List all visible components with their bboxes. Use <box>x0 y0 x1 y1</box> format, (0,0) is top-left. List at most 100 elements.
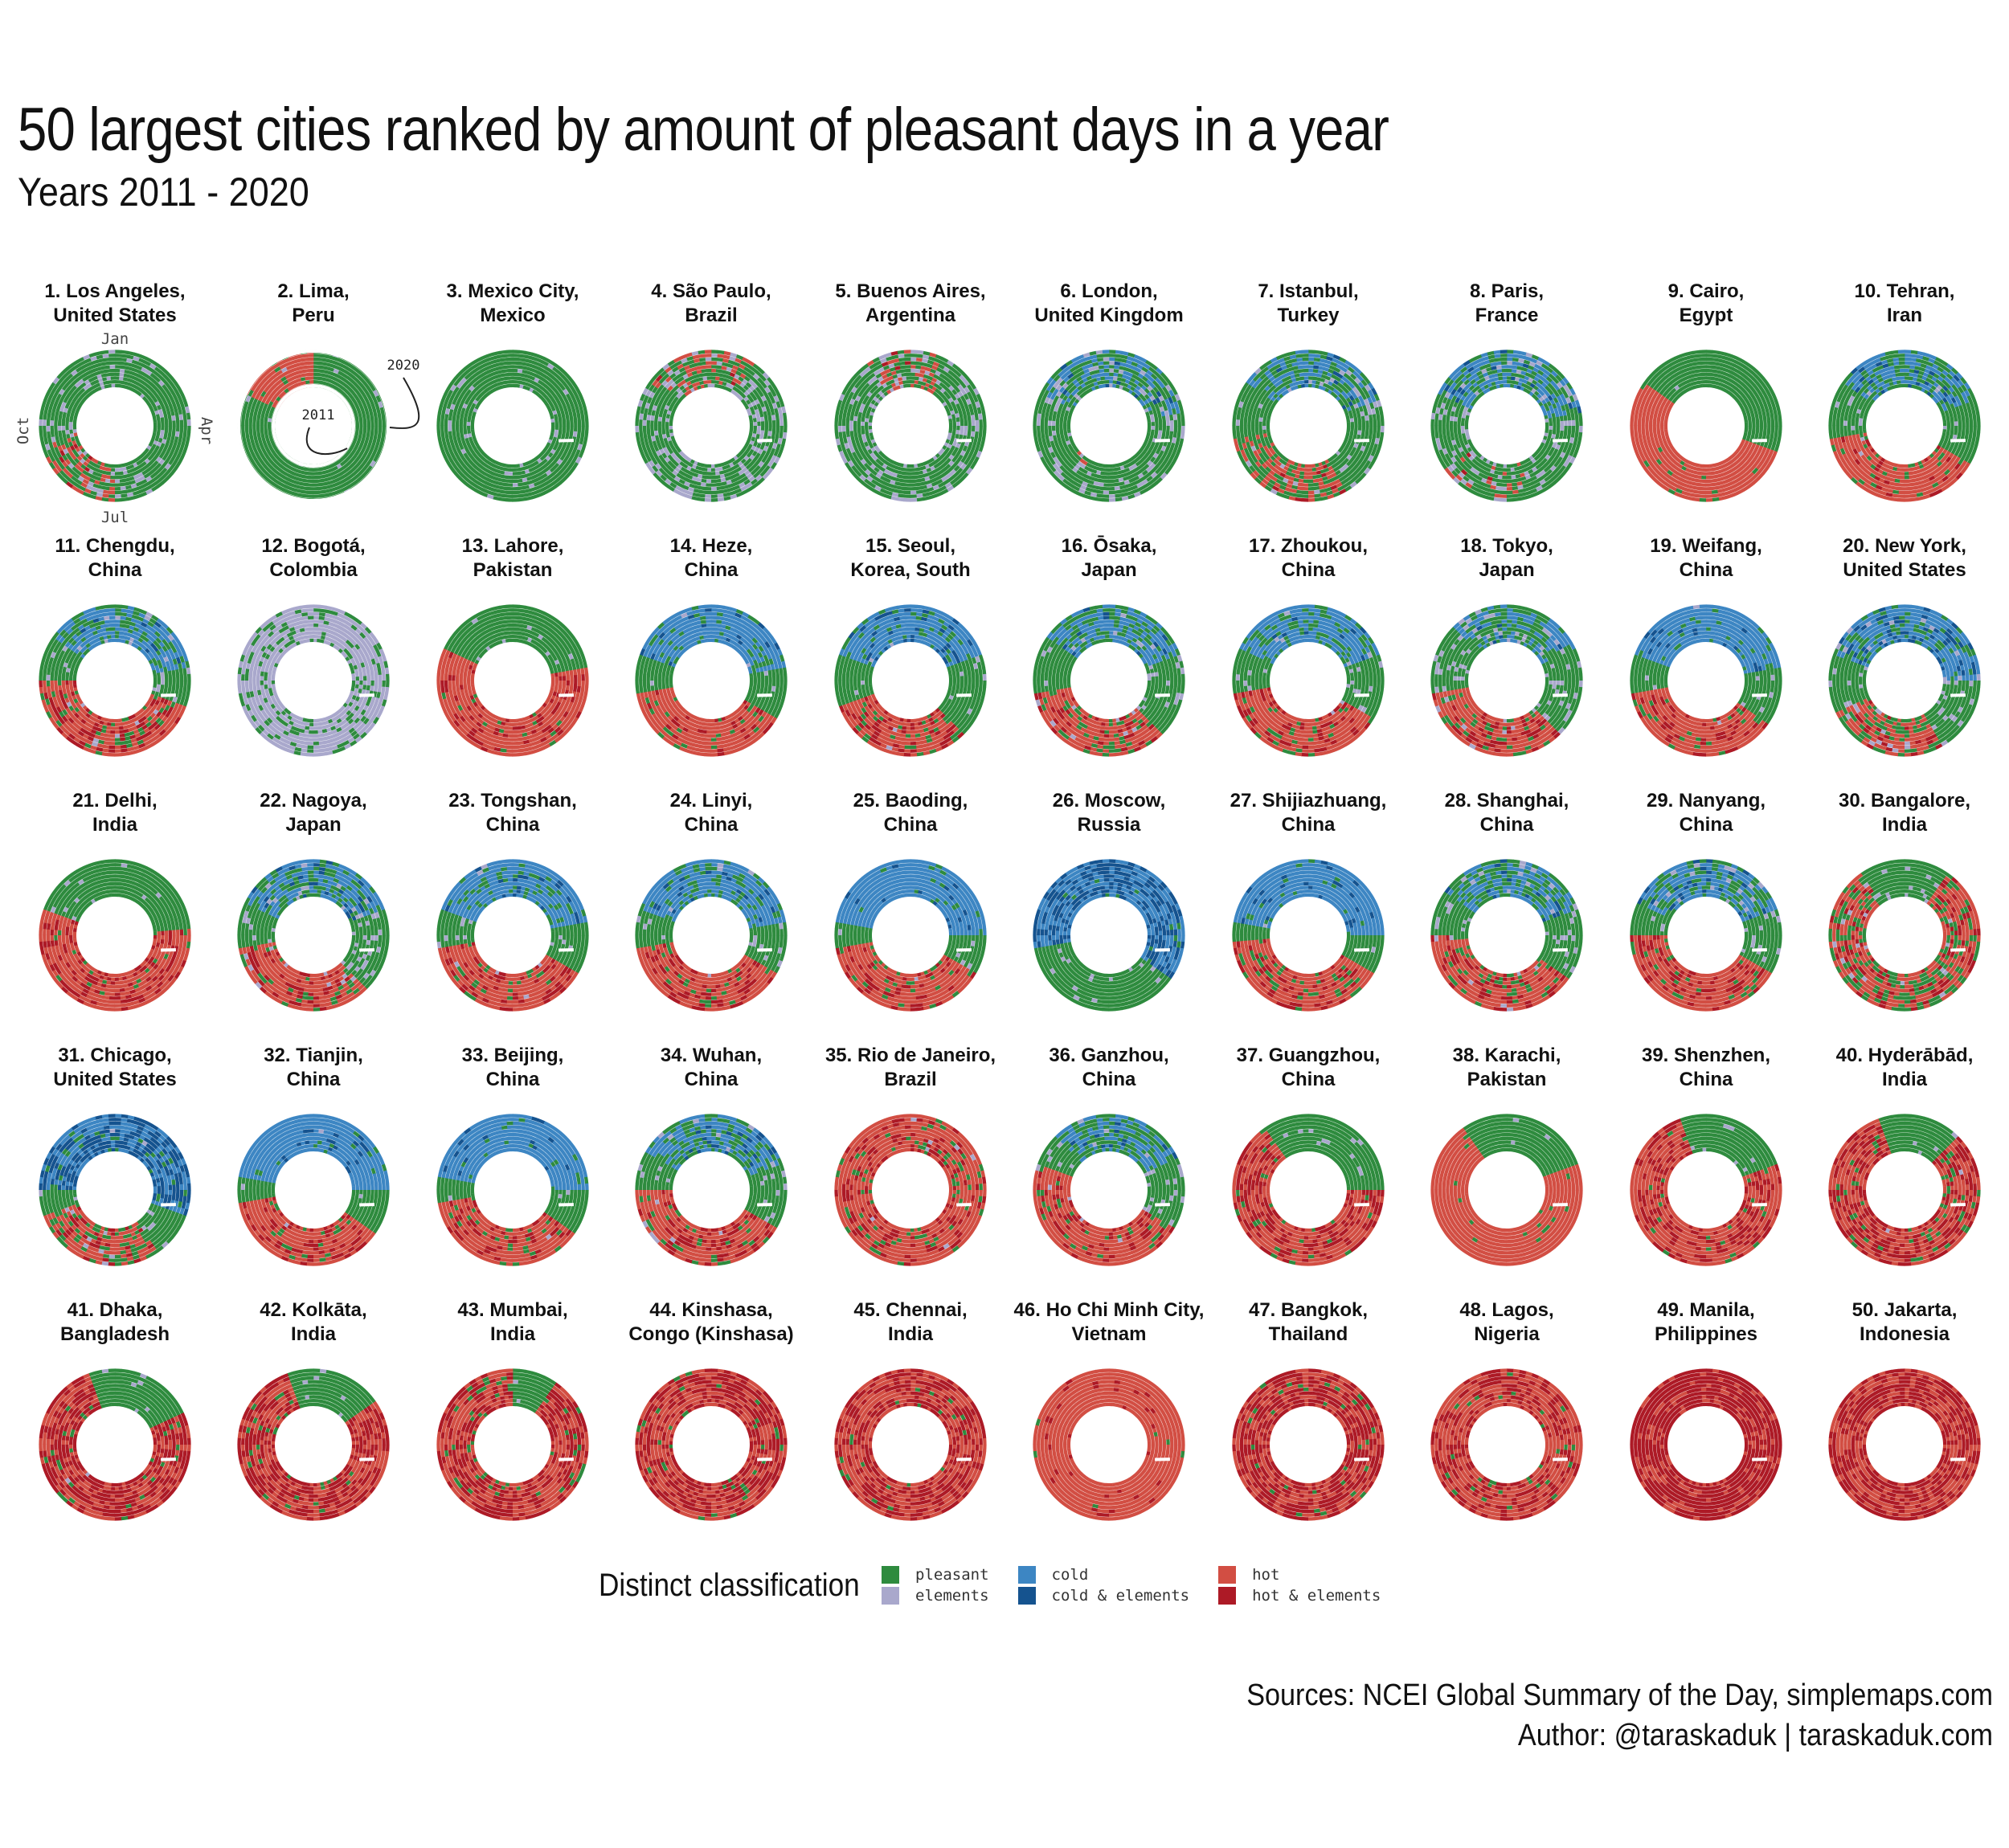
day-cell <box>518 486 524 491</box>
day-cell <box>141 385 147 391</box>
day-cell <box>47 407 52 415</box>
day-cell <box>301 354 308 358</box>
day-cell <box>573 426 578 432</box>
day-cell <box>71 370 78 377</box>
day-cell <box>1099 478 1105 483</box>
day-cell <box>452 425 456 431</box>
day-cell <box>248 414 254 421</box>
day-cell <box>642 425 647 432</box>
day-cell <box>162 411 168 418</box>
day-cell <box>1096 493 1103 498</box>
day-cell <box>506 361 514 366</box>
day-cell <box>73 444 79 449</box>
day-cell <box>369 410 374 416</box>
day-cell <box>366 426 371 431</box>
day-cell <box>256 435 262 441</box>
day-cell <box>103 466 108 472</box>
day-cell <box>84 379 91 386</box>
day-cell <box>362 430 367 435</box>
day-cell <box>51 408 56 415</box>
day-cell <box>75 479 83 485</box>
day-cell <box>319 493 326 498</box>
day-cell <box>170 460 178 468</box>
day-cell <box>174 448 180 456</box>
day-cell <box>1165 431 1170 437</box>
day-cell <box>910 497 918 502</box>
day-cell <box>444 419 448 426</box>
day-cell <box>179 419 184 427</box>
day-cell <box>178 414 183 421</box>
day-cell <box>782 431 788 440</box>
day-cell <box>72 428 77 434</box>
day-cell <box>121 497 129 502</box>
day-cell <box>753 422 758 427</box>
day-cell <box>126 378 133 383</box>
day-cell <box>838 413 843 420</box>
day-cell <box>110 468 115 472</box>
day-cell <box>898 489 905 494</box>
day-cell <box>317 482 325 487</box>
day-cell <box>760 416 765 422</box>
day-cell <box>158 437 163 444</box>
day-cell <box>1369 426 1373 432</box>
day-cell <box>1051 425 1056 431</box>
day-cell <box>509 464 513 468</box>
day-cell <box>179 426 184 432</box>
day-cell <box>119 376 124 381</box>
day-cell <box>1304 379 1309 384</box>
day-cell <box>502 478 509 483</box>
day-cell <box>165 388 171 396</box>
day-cell <box>96 489 104 493</box>
day-cell <box>48 442 54 450</box>
day-cell <box>109 475 115 480</box>
day-cell <box>309 376 314 380</box>
day-cell <box>55 410 60 416</box>
day-cell <box>963 430 968 436</box>
day-cell <box>1318 481 1324 486</box>
day-cell <box>381 431 386 439</box>
day-cell <box>779 419 784 427</box>
day-cell <box>108 350 116 354</box>
day-cell <box>313 486 320 491</box>
day-cell <box>1307 472 1313 476</box>
day-cell <box>1049 435 1054 442</box>
day-cell <box>705 490 711 495</box>
day-cell <box>111 383 116 388</box>
day-cell <box>129 476 135 481</box>
day-cell <box>143 472 150 479</box>
day-cell <box>96 386 102 391</box>
day-cell <box>662 433 667 439</box>
day-cell <box>102 489 109 494</box>
day-cell <box>100 477 106 483</box>
day-cell <box>518 497 526 502</box>
day-cell <box>1055 430 1060 435</box>
day-cell <box>753 426 757 431</box>
day-cell <box>156 441 162 448</box>
day-cell <box>313 468 317 472</box>
day-cell <box>114 483 121 487</box>
day-cell <box>76 390 83 397</box>
day-cell <box>182 399 189 407</box>
day-cell <box>956 421 960 427</box>
day-cell <box>861 421 865 426</box>
day-cell <box>580 431 585 439</box>
day-cell <box>370 415 374 422</box>
day-cell <box>131 459 137 464</box>
day-cell <box>436 431 442 440</box>
day-cell <box>45 443 51 451</box>
day-cell <box>910 361 917 366</box>
day-cell <box>152 448 158 455</box>
day-cell <box>74 464 81 470</box>
day-cell <box>775 431 779 439</box>
day-cell <box>1303 368 1309 373</box>
day-cell <box>1048 420 1052 426</box>
day-cell <box>161 377 168 385</box>
day-cell <box>166 411 172 417</box>
day-cell <box>554 418 559 423</box>
day-cell <box>916 350 924 355</box>
day-cell <box>1262 429 1267 434</box>
day-cell <box>77 476 84 482</box>
day-cell <box>1262 421 1266 426</box>
day-cell <box>1109 350 1116 354</box>
day-cell <box>1308 368 1314 373</box>
